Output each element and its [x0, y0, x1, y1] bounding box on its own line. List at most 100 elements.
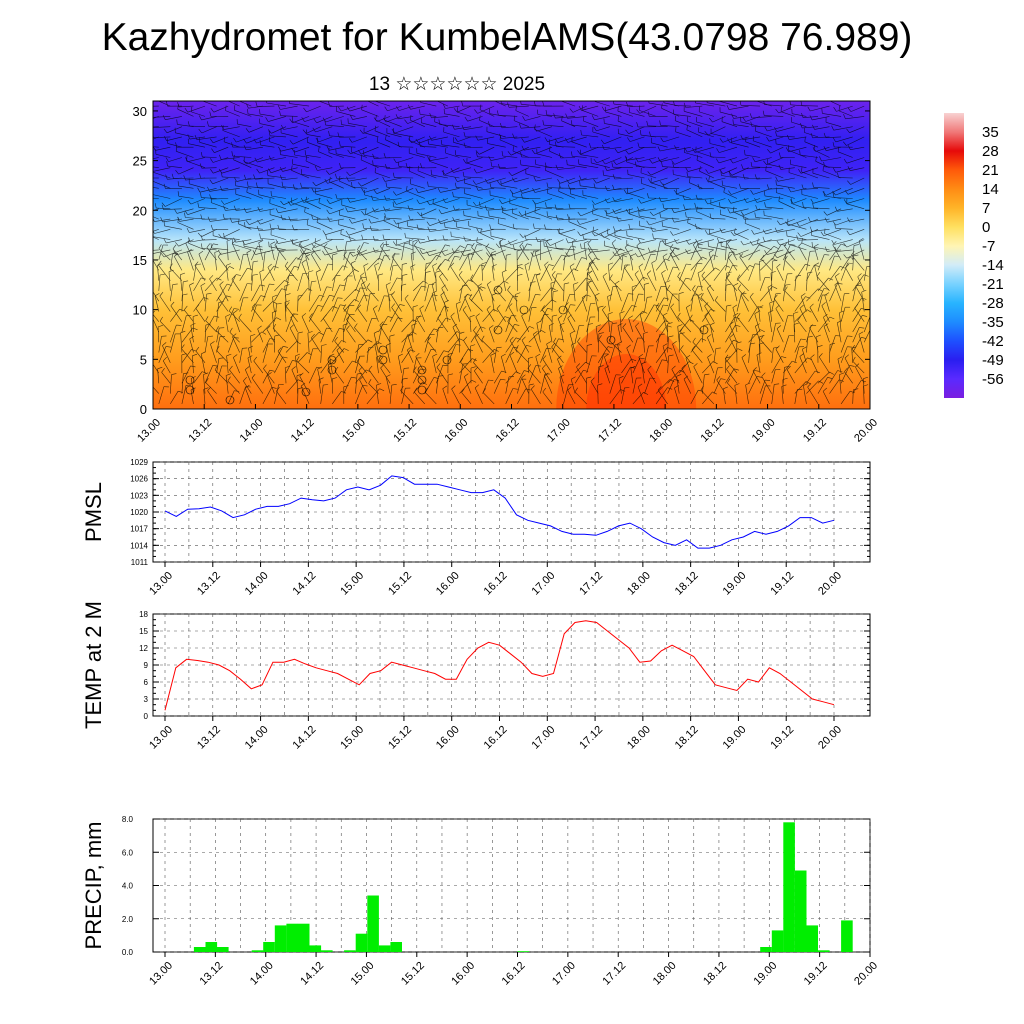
y-tick-label: 5	[140, 352, 147, 367]
y-axis-label: PMSL	[81, 482, 106, 542]
x-tick-label: 15.00	[340, 417, 368, 445]
precip-bar	[286, 923, 298, 952]
x-tick-label: 13.00	[135, 417, 163, 445]
x-tick-label: 18.12	[673, 570, 701, 598]
x-tick-label: 14.12	[289, 417, 317, 445]
y-tick-label: 1026	[130, 475, 148, 484]
colorbar-label: -7	[982, 238, 995, 255]
x-tick-label: 18.00	[625, 724, 653, 752]
x-tick-label: 13.12	[198, 960, 226, 988]
x-tick-label: 16.00	[449, 960, 477, 988]
x-tick-label: 14.00	[238, 417, 266, 445]
series-line	[164, 475, 835, 549]
x-tick-label: 18.00	[625, 570, 653, 598]
x-tick-label: 18.12	[701, 960, 729, 988]
calm-marker	[185, 385, 195, 395]
precip-bar	[274, 925, 287, 952]
x-tick-label: 16.12	[482, 570, 510, 598]
colorbar-label: 28	[982, 143, 999, 160]
y-tick-label: 4.0	[122, 882, 134, 891]
x-tick-label: 13.12	[186, 417, 214, 445]
colorbar-label: 35	[982, 124, 999, 141]
series-line	[164, 620, 835, 711]
colorbar-label: -42	[982, 333, 1004, 350]
precip-bar	[297, 923, 310, 952]
calm-marker	[378, 345, 388, 355]
y-tick-label: 6.0	[122, 848, 134, 857]
calm-marker	[185, 375, 195, 385]
x-tick-label: 20.00	[852, 417, 880, 445]
y-axis-label: PRECIP, mm	[81, 822, 106, 950]
precip-bar	[390, 942, 402, 952]
precip-bar	[771, 930, 784, 952]
x-tick-label: 13.00	[147, 570, 175, 598]
calm-marker	[301, 387, 311, 397]
colorbar-label: 7	[982, 200, 990, 217]
y-tick-label: 1017	[130, 525, 148, 534]
calm-marker	[327, 355, 337, 365]
y-tick-label: 9	[144, 661, 149, 670]
pmsl-chart: 1011 1014 1017 1020 1023 1026 1029 13.00 13.12 14…	[81, 458, 871, 598]
colorbar-label: -14	[982, 257, 1004, 274]
x-tick-label: 17.00	[545, 417, 573, 445]
date-subtitle: 13 ☆☆☆☆☆☆ 2025	[368, 74, 546, 95]
y-tick-label: 1020	[130, 508, 148, 517]
x-tick-label: 17.00	[529, 724, 557, 752]
x-tick-label: 16.00	[442, 417, 470, 445]
x-tick-label: 19.12	[802, 960, 830, 988]
precip-bar	[309, 945, 322, 952]
x-tick-label: 17.12	[596, 417, 624, 445]
y-tick-label: 8.0	[122, 815, 134, 824]
calm-marker	[442, 355, 452, 365]
y-tick-label: 2.0	[122, 915, 134, 924]
calm-marker	[417, 385, 427, 395]
y-tick-label: 15	[139, 627, 148, 636]
precip-bar	[517, 951, 530, 952]
colorbar-label: 0	[982, 219, 990, 236]
x-tick-label: 19.00	[750, 417, 778, 445]
x-tick-label: 16.12	[500, 960, 528, 988]
calm-marker	[417, 365, 427, 375]
precip-bar	[841, 920, 853, 952]
x-tick-label: 13.12	[195, 724, 223, 752]
y-tick-label: 0	[140, 402, 147, 417]
precip-bar	[193, 947, 206, 952]
precip-bar	[378, 945, 391, 952]
x-tick-label: 17.12	[600, 960, 628, 988]
colorbar-label: -49	[982, 352, 1004, 369]
calm-marker	[225, 395, 235, 405]
y-tick-label: 3	[144, 695, 149, 704]
temp-chart: 0 3 6 9 12 15 18 13.00 13.12 14.00 14.12 15.00 15.12…	[81, 601, 871, 752]
x-tick-label: 15.00	[349, 960, 377, 988]
colorbar-label: -56	[982, 371, 1004, 388]
x-tick-label: 17.12	[577, 724, 605, 752]
calm-marker	[378, 355, 388, 365]
x-tick-label: 16.12	[494, 417, 522, 445]
calm-marker	[519, 305, 529, 315]
x-tick-label: 13.00	[147, 960, 175, 988]
x-tick-label: 20.00	[816, 724, 844, 752]
x-tick-label: 13.00	[147, 724, 175, 752]
x-tick-label: 15.12	[386, 724, 414, 752]
y-tick-label: 25	[133, 154, 147, 169]
x-tick-label: 14.00	[243, 724, 271, 752]
y-tick-label: 12	[139, 644, 148, 653]
wind-barbs	[153, 101, 870, 405]
x-tick-label: 20.00	[852, 960, 880, 988]
y-tick-label: 20	[133, 203, 147, 218]
y-axis-label: TEMP at 2 M	[81, 601, 106, 729]
precip-bar	[783, 822, 795, 952]
x-tick-label: 19.00	[721, 570, 749, 598]
precip-bar	[367, 895, 379, 952]
colorbar-label: -28	[982, 295, 1004, 312]
x-tick-label: 16.00	[434, 724, 462, 752]
y-tick-label: 18	[139, 610, 148, 619]
x-tick-label: 15.00	[338, 570, 366, 598]
precip-bar	[355, 933, 368, 952]
x-tick-label: 17.00	[550, 960, 578, 988]
x-tick-label: 14.00	[248, 960, 276, 988]
precip-bar	[251, 950, 264, 952]
precip-bar	[321, 950, 333, 952]
x-tick-label: 19.12	[768, 724, 796, 752]
x-tick-label: 18.12	[699, 417, 727, 445]
